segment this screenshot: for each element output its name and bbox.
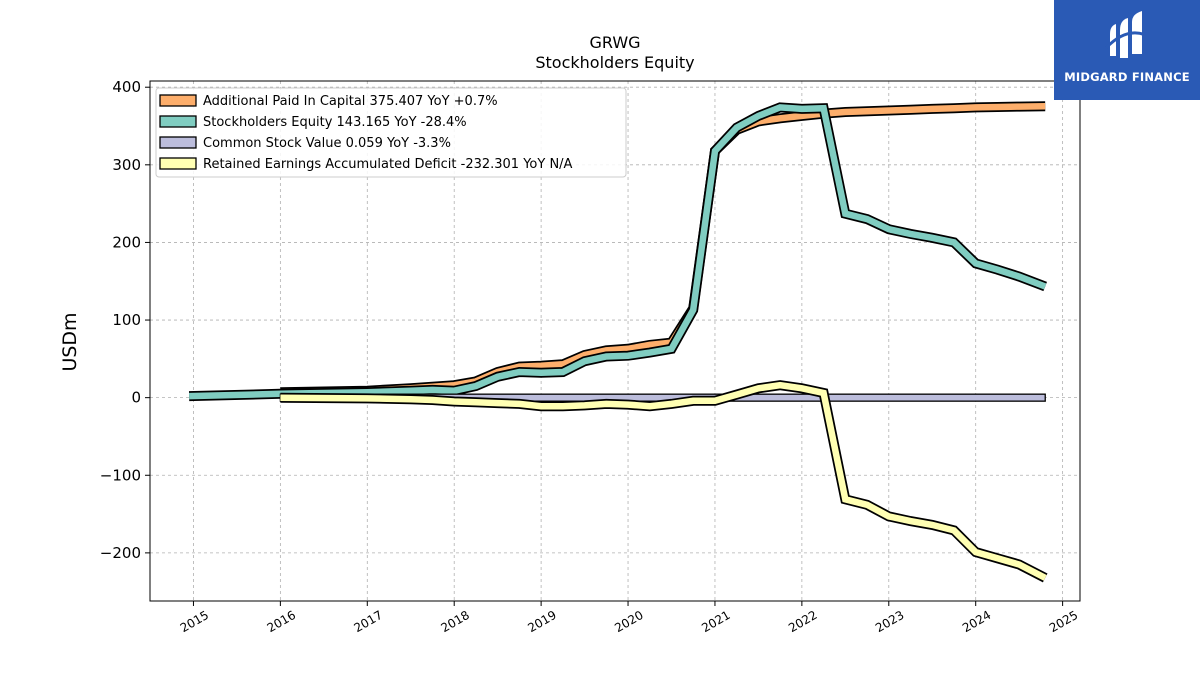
- y-axis: 400 300 200 100 0 −100 −200: [100, 78, 150, 562]
- legend-swatch: [159, 136, 197, 149]
- x-tick-label: 2017: [352, 608, 385, 635]
- series-layer: [188, 101, 1048, 583]
- legend-swatch: [159, 115, 197, 128]
- y-tick-label: −100: [100, 466, 141, 484]
- x-tick-label: 2021: [699, 608, 732, 635]
- brand-mark-icon: [1104, 11, 1149, 58]
- legend-entry: Common Stock Value 0.059 YoY -3.3%: [203, 136, 451, 151]
- y-axis-label: USDm: [59, 312, 81, 371]
- x-tick-label: 2018: [438, 608, 471, 635]
- plot-frame: [149, 80, 1081, 602]
- y-tick-label: 400: [112, 78, 141, 96]
- legend-entry: Stockholders Equity 143.165 YoY -28.4%: [203, 115, 467, 130]
- x-tick-label: 2025: [1047, 608, 1080, 635]
- brand-logo: MIDGARD FINANCE: [1054, 0, 1200, 100]
- x-tick-label: 2015: [178, 608, 211, 635]
- x-tick-label: 2022: [786, 608, 819, 635]
- series-outline: [280, 380, 1048, 583]
- chart-title: GRWG: [589, 33, 640, 52]
- y-tick-label: −200: [100, 544, 141, 562]
- series-line: [280, 381, 1047, 581]
- y-tick-label: 300: [112, 156, 141, 174]
- y-tick-label: 200: [112, 233, 141, 251]
- legend-box: [155, 87, 627, 178]
- legend-swatch: [159, 157, 197, 170]
- x-tick-label: 2016: [265, 608, 298, 635]
- legend: Additional Paid In Capital 375.407 YoY +…: [155, 87, 627, 178]
- legend-swatch: [159, 94, 197, 107]
- legend-entry: Additional Paid In Capital 375.407 YoY +…: [203, 94, 498, 109]
- x-tick-label: 2020: [612, 608, 645, 635]
- y-tick-label: 100: [112, 311, 141, 329]
- x-axis: 2015 2016 2017 2018 2019 2020 2021 2022 2023 2024…: [178, 601, 1080, 635]
- series-4: [280, 380, 1048, 583]
- brand-name: MIDGARD FINANCE: [1064, 70, 1190, 84]
- y-tick-label: 0: [131, 389, 141, 407]
- x-tick-label: 2019: [525, 608, 558, 635]
- series-2: [188, 102, 1047, 402]
- legend-entry: Retained Earnings Accumulated Deficit -2…: [203, 157, 573, 172]
- x-tick-label: 2024: [960, 608, 993, 635]
- chart-subtitle: Stockholders Equity: [535, 53, 694, 72]
- series-line: [189, 104, 1047, 400]
- x-tick-label: 2023: [873, 608, 906, 635]
